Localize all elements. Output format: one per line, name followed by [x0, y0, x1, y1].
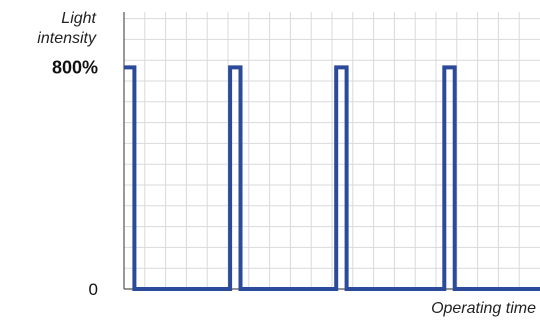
y-tick-label: 800% — [52, 57, 98, 77]
series-line — [124, 65, 540, 291]
x-axis-title: Operating time — [431, 300, 536, 317]
labels: Light intensity Operating time 0 800% — [37, 10, 536, 317]
y-axis-title: Light intensity — [37, 10, 97, 47]
series-layer — [124, 65, 540, 291]
grid — [124, 12, 540, 289]
y-tick-label: 0 — [89, 280, 98, 299]
y-axis-title-line: Light — [61, 10, 96, 27]
y-axis-title-line: intensity — [37, 30, 97, 47]
